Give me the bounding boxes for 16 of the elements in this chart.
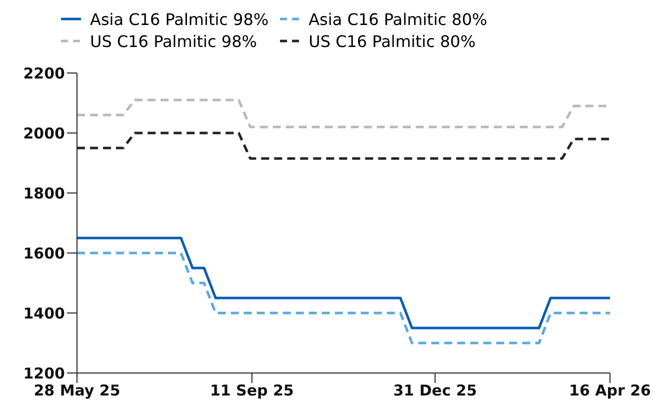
y-tick-label: 2000 bbox=[23, 124, 65, 142]
line-series bbox=[77, 252, 610, 344]
legend-label: Asia C16 Palmitic 98% bbox=[90, 8, 269, 30]
legend-label: US C16 Palmitic 80% bbox=[308, 30, 476, 52]
y-tick-label: 1200 bbox=[23, 364, 65, 382]
y-tick-label: 1600 bbox=[23, 244, 65, 262]
y-tick-label: 1400 bbox=[23, 304, 65, 322]
line-series bbox=[77, 236, 610, 330]
y-tick-label: 1800 bbox=[23, 184, 65, 202]
x-tick-label: 31 Dec 25 bbox=[393, 382, 477, 400]
y-tick-label: 2200 bbox=[23, 64, 65, 82]
legend-label: US C16 Palmitic 98% bbox=[90, 30, 257, 52]
legend-label: Asia C16 Palmitic 80% bbox=[308, 8, 488, 30]
x-tick-label: 11 Sep 25 bbox=[210, 382, 294, 400]
x-tick-label: 16 Apr 26 bbox=[569, 382, 651, 400]
x-tick-label: 28 May 25 bbox=[34, 382, 120, 400]
